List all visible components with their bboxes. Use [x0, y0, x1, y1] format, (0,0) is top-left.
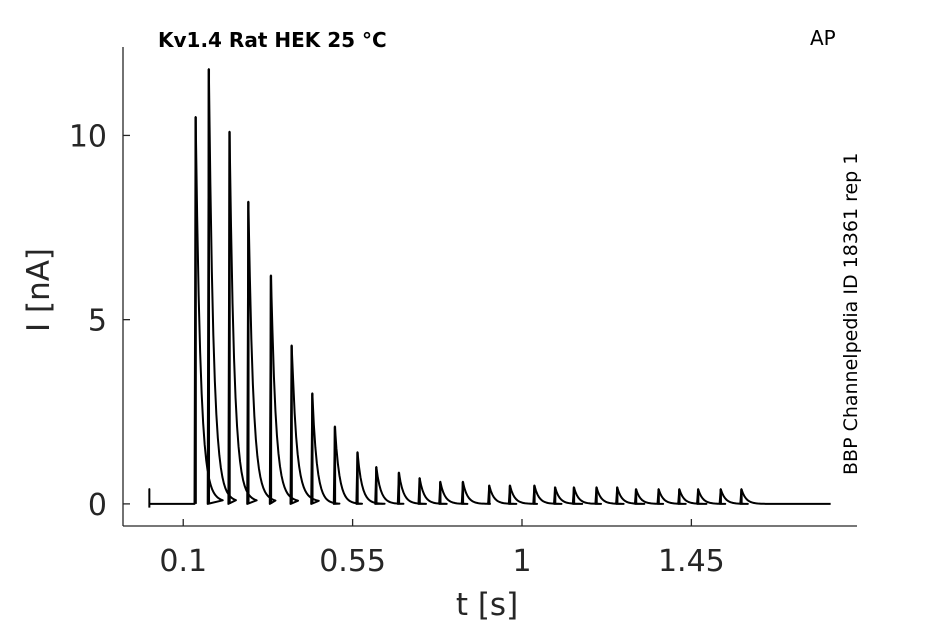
trace-group: [148, 68, 831, 508]
x-ticks-group: 0.1 0.55 1 1.45: [159, 519, 725, 579]
axes-group: [122, 47, 857, 527]
x-tick-label: 1: [512, 544, 531, 579]
y-tick-label: 0: [88, 488, 107, 523]
current-trace: [148, 68, 831, 508]
x-tick-label: 0.1: [159, 544, 207, 579]
x-tick-label: 0.55: [319, 544, 386, 579]
x-tick-label: 1.45: [658, 544, 725, 579]
y-tick-label: 10: [69, 119, 107, 154]
y-tick-label: 5: [88, 304, 107, 339]
y-axis-title: I [nA]: [21, 248, 57, 332]
protocol-label: AP: [810, 26, 836, 50]
y-ticks-group: 0 5 10: [69, 119, 130, 523]
x-axis-title: t [s]: [456, 587, 518, 623]
chart-title: Kv1.4 Rat HEK 25 °C: [158, 28, 387, 52]
side-source-label: BBP Channelpedia ID 18361 rep 1: [840, 153, 862, 475]
